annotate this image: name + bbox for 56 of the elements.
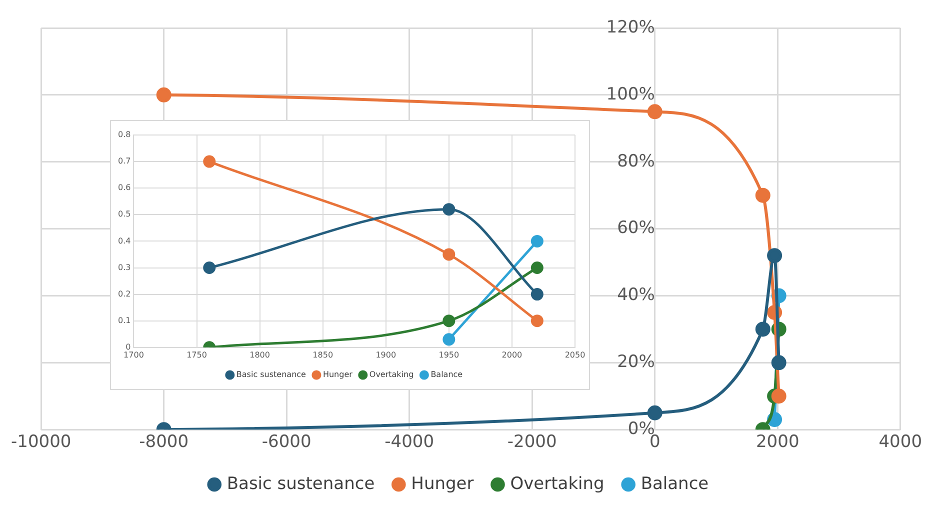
y-tick-label: 0 [126, 342, 131, 352]
x-tick-label: -6000 [262, 432, 312, 452]
point [530, 234, 544, 248]
x-tick-label: 1900 [376, 350, 396, 360]
y-tick-label: 120% [606, 17, 655, 38]
point [767, 248, 782, 264]
x-tick-label: 1800 [250, 350, 270, 360]
point [647, 104, 662, 120]
legend-label: Basic sustenance [226, 474, 375, 494]
point [755, 188, 770, 203]
point [771, 355, 786, 370]
legend-label: Hunger [322, 370, 354, 380]
point [530, 314, 544, 328]
y-tick-label: 80% [617, 151, 655, 172]
point [156, 87, 172, 102]
point [442, 314, 456, 328]
y-tick-label: 0.8 [118, 130, 131, 140]
legend-label: Hunger [411, 474, 474, 494]
x-tick-label: 1750 [186, 350, 207, 360]
x-tick-label: -8000 [139, 432, 189, 452]
point [203, 262, 216, 274]
legend-label: Basic sustenance [236, 370, 306, 380]
y-tick-label: 20% [617, 352, 655, 372]
y-tick-label: 0.7 [118, 156, 131, 166]
legend-label: Overtaking [510, 474, 604, 494]
y-tick-label: 0.1 [118, 316, 131, 325]
point [442, 248, 456, 261]
x-tick-label: -10000 [11, 432, 72, 452]
y-tick-label: 0.3 [118, 262, 131, 272]
y-tick-label: 0.4 [118, 236, 131, 246]
x-tick-label: -4000 [384, 432, 434, 452]
x-tick-label: -2000 [507, 432, 557, 452]
legend-label: Balance [430, 370, 463, 380]
legend-label: Overtaking [369, 370, 414, 380]
point [755, 322, 770, 337]
y-tick-label: 100% [606, 84, 655, 104]
x-tick-label: 2000 [756, 432, 800, 452]
x-tick-label: 1950 [438, 350, 460, 360]
y-tick-label: 0.2 [118, 289, 131, 298]
point [442, 333, 456, 346]
y-tick-label: 60% [617, 218, 655, 238]
point [771, 388, 786, 404]
x-tick-label: 1850 [312, 350, 334, 360]
x-tick-label: 4000 [878, 432, 922, 452]
point [647, 405, 662, 420]
point [203, 155, 216, 168]
y-tick-label: 0.5 [118, 210, 131, 219]
x-tick-label: 1700 [124, 350, 144, 360]
point [442, 203, 456, 216]
x-tick-label: 2050 [564, 350, 586, 360]
y-tick-label: 40% [617, 285, 655, 306]
point [530, 288, 544, 301]
legend-label: Balance [640, 474, 709, 494]
point [530, 262, 544, 274]
x-tick-label: 2000 [502, 350, 522, 360]
y-tick-label: 0.6 [118, 183, 131, 192]
